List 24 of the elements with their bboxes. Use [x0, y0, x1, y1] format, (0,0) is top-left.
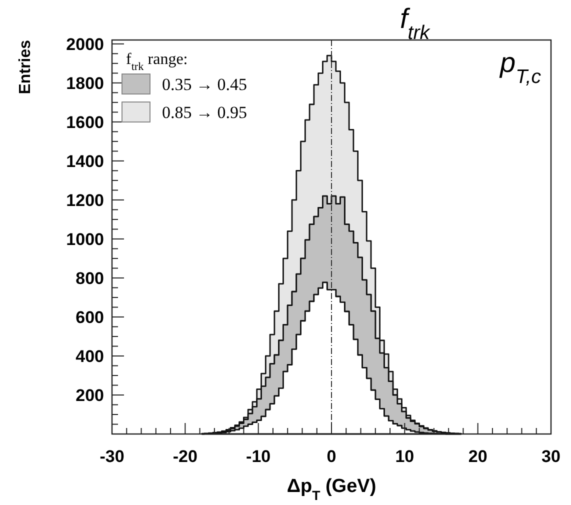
x-tick-label: 30 [542, 447, 560, 466]
y-tick-label: 400 [76, 346, 104, 366]
x-tick-label: -30 [100, 447, 124, 466]
legend-title: f$_{trk}$ range: [126, 51, 188, 73]
y-tick-label: 200 [76, 386, 104, 405]
y-tick-label: 1000 [66, 230, 104, 249]
x-tick-label: -10 [246, 447, 271, 466]
x-tick-label: 10 [395, 447, 414, 466]
y-tick-label: 600 [76, 308, 104, 327]
legend-label: 0.85 → 0.95 [162, 103, 247, 122]
y-tick-label: 1400 [66, 152, 104, 171]
y-tick-label: 2000 [66, 34, 104, 54]
y-tick-label: 800 [76, 268, 104, 288]
x-tick-label: 20 [468, 447, 488, 466]
y-tick-label: 1600 [66, 112, 104, 132]
y-tick-label: 1200 [66, 190, 104, 210]
annotation: p$_{T,c}$ [499, 47, 542, 88]
y-tick-label: 1800 [66, 74, 104, 93]
y-axis-title: Entries [17, 40, 34, 94]
annotation: f$_{trk}$ [400, 3, 431, 44]
x-tick-label: 0 [326, 447, 336, 466]
x-tick-label: -20 [172, 447, 198, 466]
x-axis-title: Δp$_{T}$ (GeV) [286, 476, 376, 502]
legend-label: 0.35 → 0.45 [162, 75, 247, 94]
